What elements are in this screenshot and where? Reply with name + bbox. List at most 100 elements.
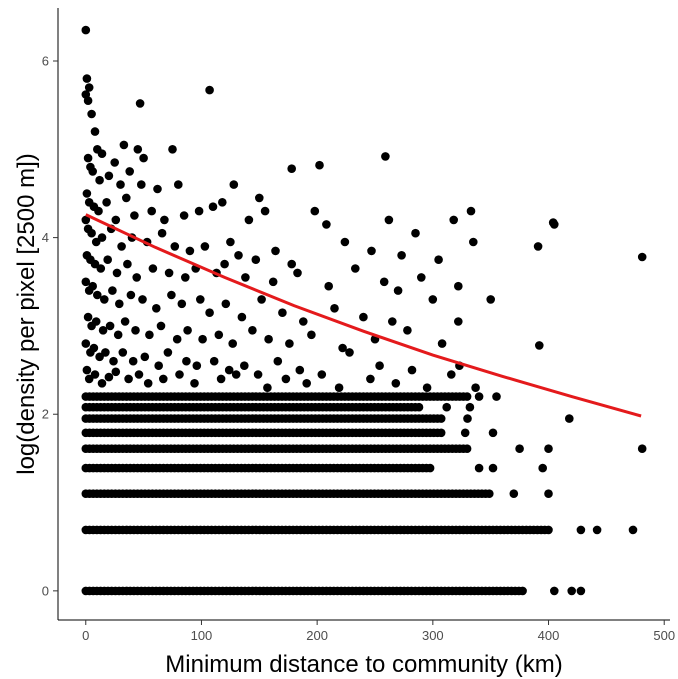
data-point [118,348,128,357]
data-point [285,339,294,348]
data-point [198,334,207,344]
data-point [125,167,134,176]
data-point [93,290,102,300]
data-point [576,525,586,535]
data-point [194,206,204,216]
data-point [111,367,121,377]
data-point [163,348,173,357]
data-point [533,242,543,251]
data-point [88,167,97,176]
data-point [97,149,107,158]
data-point [488,463,498,473]
data-point [550,586,559,596]
data-point [414,402,424,412]
data-point [117,242,126,251]
y-tick-label: 0 [42,583,49,598]
data-point [434,255,443,264]
data-point [183,326,192,335]
data-point [157,228,167,238]
data-point [244,215,254,225]
data-point [544,525,553,535]
data-point [422,383,432,393]
y-ticks: 0 2 4 6 [42,53,58,598]
data-point [229,180,239,189]
data-point [97,379,107,388]
data-point [544,444,553,454]
data-point [518,586,527,596]
data-point [462,444,472,454]
data-point [535,341,544,350]
data-point [628,525,638,535]
data-point [119,140,129,150]
data-point [302,379,312,388]
data-point [330,304,339,313]
x-axis-title: Minimum distance to community (km) [165,651,562,678]
data-point [567,586,576,596]
data-point [253,370,263,379]
data-point [81,339,91,348]
data-point [109,356,118,366]
data-point [102,198,111,207]
data-point [153,184,162,194]
data-point [299,317,308,326]
data-point [509,489,519,499]
data-point [307,330,316,340]
data-point [515,444,524,454]
data-point [263,383,272,393]
data-point [174,180,183,189]
data-point [216,374,226,384]
data-point [145,330,154,340]
data-point [218,198,227,207]
data-point [417,273,426,282]
data-point [550,220,559,229]
x-tick-label: 400 [538,628,560,643]
data-point [133,145,143,154]
data-point [104,372,114,382]
fit-line [85,213,642,418]
data-point [116,180,125,189]
data-point [359,312,368,322]
data-point [90,127,100,136]
data-point [454,281,463,291]
data-point [214,330,224,340]
data-point [228,339,237,348]
data-point [104,171,114,181]
data-point [94,206,103,216]
data-point [486,295,496,304]
data-point [175,370,184,379]
data-point [538,463,547,473]
data-point [317,370,327,379]
data-point [138,295,147,304]
data-point [185,246,195,256]
data-point [436,428,446,438]
data-point [310,206,320,216]
data-point [82,365,92,375]
data-point [122,193,131,203]
data-point [271,246,280,256]
data-point [492,392,501,401]
data-point [177,299,187,309]
data-point [167,290,176,300]
data-point [172,334,182,344]
data-point [101,348,110,357]
x-tick-label: 0 [82,628,89,643]
y-tick-label: 4 [42,230,49,245]
data-point [576,586,586,596]
data-point [278,308,287,318]
data-point [565,414,574,423]
data-point [403,326,412,335]
x-tick-label: 300 [422,628,444,643]
data-point [103,255,112,264]
data-point [465,402,475,412]
data-point [124,374,133,384]
data-point [88,281,97,291]
x-tick-label: 500 [653,628,675,643]
data-point [132,273,141,282]
data-point [205,308,214,318]
data-point [351,264,360,273]
data-point [190,379,199,388]
data-point [637,444,647,454]
data-point [192,361,202,371]
data-point [393,286,403,295]
data-point [322,220,331,229]
